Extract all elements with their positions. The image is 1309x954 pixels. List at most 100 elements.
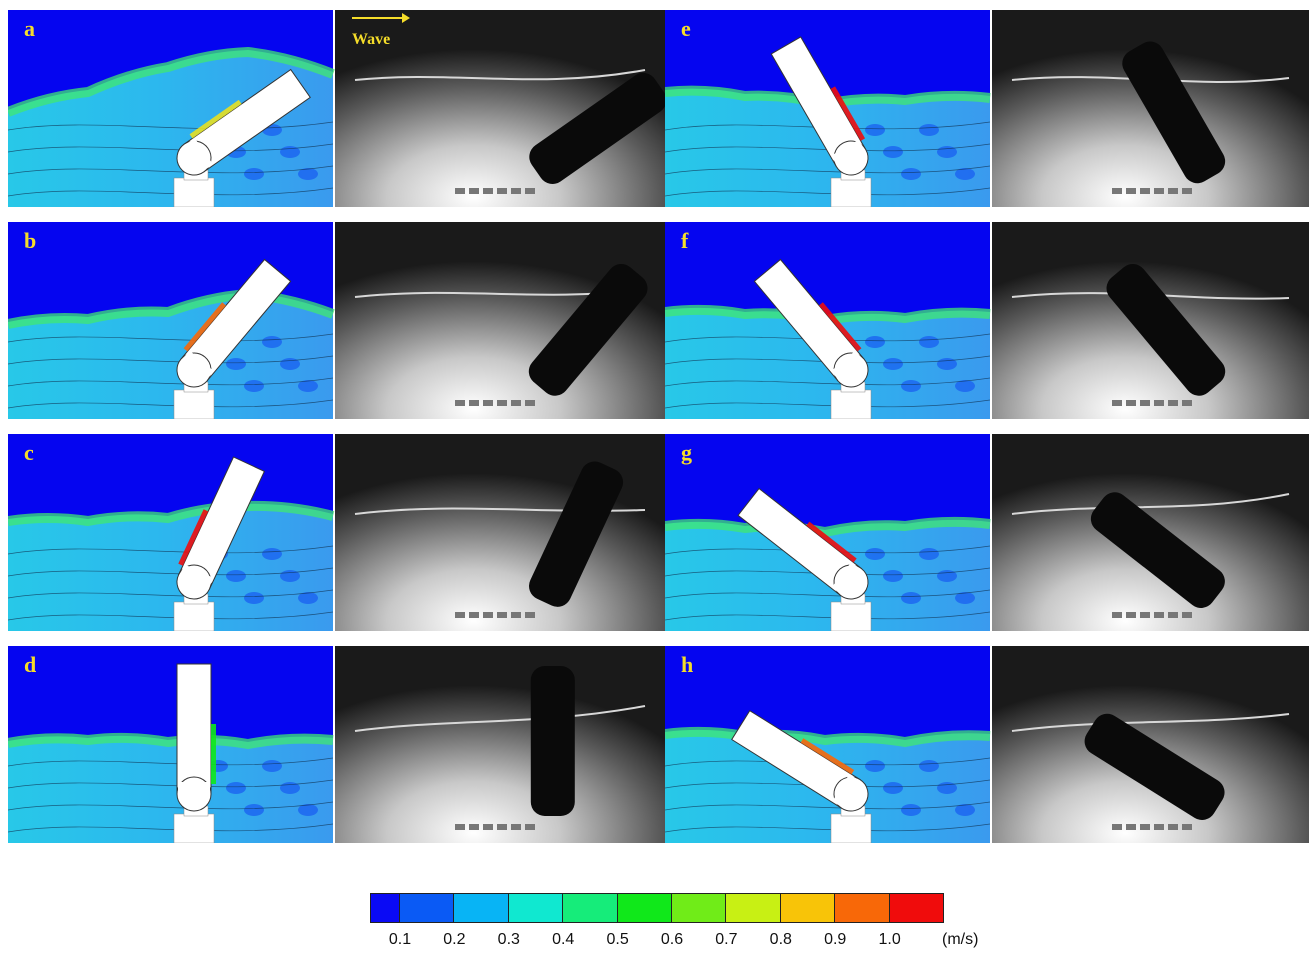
colorbar-cell	[672, 893, 727, 923]
photo-flume-grate	[1154, 188, 1164, 194]
panel-b-label: b	[24, 228, 37, 253]
photo-flume-grate	[1182, 188, 1192, 194]
streamline	[8, 399, 334, 409]
surface-band	[665, 516, 991, 538]
photo-flume-grate	[483, 188, 493, 194]
vortex-blob	[865, 336, 885, 348]
velocity-colorbar: 0.1 0.2 0.3 0.4 0.5 0.6 0.7 0.8 0.9 1.0 (m/s)	[370, 893, 978, 953]
high-velocity-zone	[211, 724, 216, 784]
vortex-blob	[883, 570, 903, 582]
streamline	[665, 143, 991, 153]
vortex-blob	[298, 592, 318, 604]
photo-flume-grate	[511, 400, 521, 406]
pedestal	[830, 813, 872, 843]
panel-d: d	[8, 646, 665, 843]
vortex-blob	[262, 336, 282, 348]
streamline	[665, 165, 991, 175]
colorbar-tick-label: 0.4	[552, 931, 575, 948]
cylinder-joint	[832, 774, 862, 809]
vortex-blob	[226, 782, 246, 794]
photo-flume-grate	[1112, 400, 1122, 406]
streamline	[665, 611, 991, 621]
vortex-blob	[298, 168, 318, 180]
vortex-blob	[901, 592, 921, 604]
panel-a-label: a	[24, 16, 35, 41]
photo-waterline	[354, 705, 646, 732]
photo-flume-grate	[1168, 400, 1178, 406]
photo-flume-grate	[1168, 824, 1178, 830]
photo-flume-grate	[525, 612, 535, 618]
cylinder-joint	[831, 139, 866, 168]
photo-flume-grate	[455, 188, 465, 194]
colorbar-tick-label: 0.6	[660, 931, 684, 948]
high-velocity-zone	[806, 521, 857, 563]
photo-cylinder	[1122, 41, 1226, 184]
streamline	[8, 377, 334, 387]
photo-flume-grate	[483, 824, 493, 830]
cylinder-joint	[831, 562, 863, 596]
photo-flume-grate	[497, 400, 507, 406]
pedestal	[830, 389, 872, 419]
photo-flume-grate	[525, 400, 535, 406]
surface-band	[665, 726, 991, 748]
colorbar-cell	[563, 893, 618, 923]
wave-arrow-icon	[352, 13, 410, 23]
vortex-blob	[955, 592, 975, 604]
high-velocity-zone	[819, 302, 862, 352]
streamline	[665, 377, 991, 387]
photo-flume-grate	[1182, 612, 1192, 618]
vortex-blob	[244, 380, 264, 392]
photo-flume-grate	[469, 824, 479, 830]
streamline	[665, 399, 991, 409]
photo-flume-grate	[483, 612, 493, 618]
streamline	[8, 567, 334, 577]
streamline	[8, 823, 334, 833]
panel-c: c	[8, 434, 665, 631]
colorbar-cell	[889, 893, 944, 923]
photo-flume-grate	[525, 824, 535, 830]
colorbar-cell	[780, 893, 836, 923]
panel-b: b	[8, 222, 665, 419]
streamline	[8, 589, 334, 599]
water-region	[8, 735, 333, 843]
vortex-blob	[901, 804, 921, 816]
vortex-blob	[262, 548, 282, 560]
vortex-blob	[298, 380, 318, 392]
panel-h-figure	[665, 646, 1309, 843]
colorbar-tick-label: 0.1	[388, 931, 412, 948]
vortex-blob	[262, 760, 282, 772]
colorbar-tick-label: 0.9	[824, 931, 847, 948]
photo-flume-grate	[483, 400, 493, 406]
pedestal	[173, 177, 215, 207]
photo-flume-grate	[1168, 612, 1178, 618]
streamline	[8, 165, 334, 175]
colorbar-cell	[400, 893, 455, 923]
vortex-blob	[883, 146, 903, 158]
photo-flume-grate	[1126, 188, 1136, 194]
cylinder-joint	[831, 350, 865, 382]
streamline	[665, 355, 991, 365]
photo-flume-grate	[1182, 400, 1192, 406]
panel-f-figure	[665, 222, 1309, 419]
photo-flume-grate	[497, 188, 507, 194]
streamline	[8, 611, 334, 621]
photo-flume-grate	[1140, 400, 1150, 406]
experiment-photo	[335, 646, 665, 843]
surface-band	[8, 46, 335, 117]
photo-waterline	[1011, 493, 1290, 515]
vortex-blob	[244, 804, 264, 816]
streamline	[8, 545, 334, 555]
photo-flume-grate	[511, 188, 521, 194]
streamline	[665, 187, 991, 197]
panel-e-label: e	[681, 16, 691, 41]
photo-flume-grate	[511, 824, 521, 830]
photo-flume-grate	[1126, 612, 1136, 618]
vortex-blob	[919, 760, 939, 772]
vortex-blob	[865, 124, 885, 136]
vortex-blob	[298, 804, 318, 816]
streamline	[665, 589, 991, 599]
panel-f-label: f	[681, 228, 689, 253]
panel-c-figure	[8, 434, 665, 631]
photo-flume-grate	[1154, 612, 1164, 618]
cylinder-joint	[178, 564, 214, 591]
